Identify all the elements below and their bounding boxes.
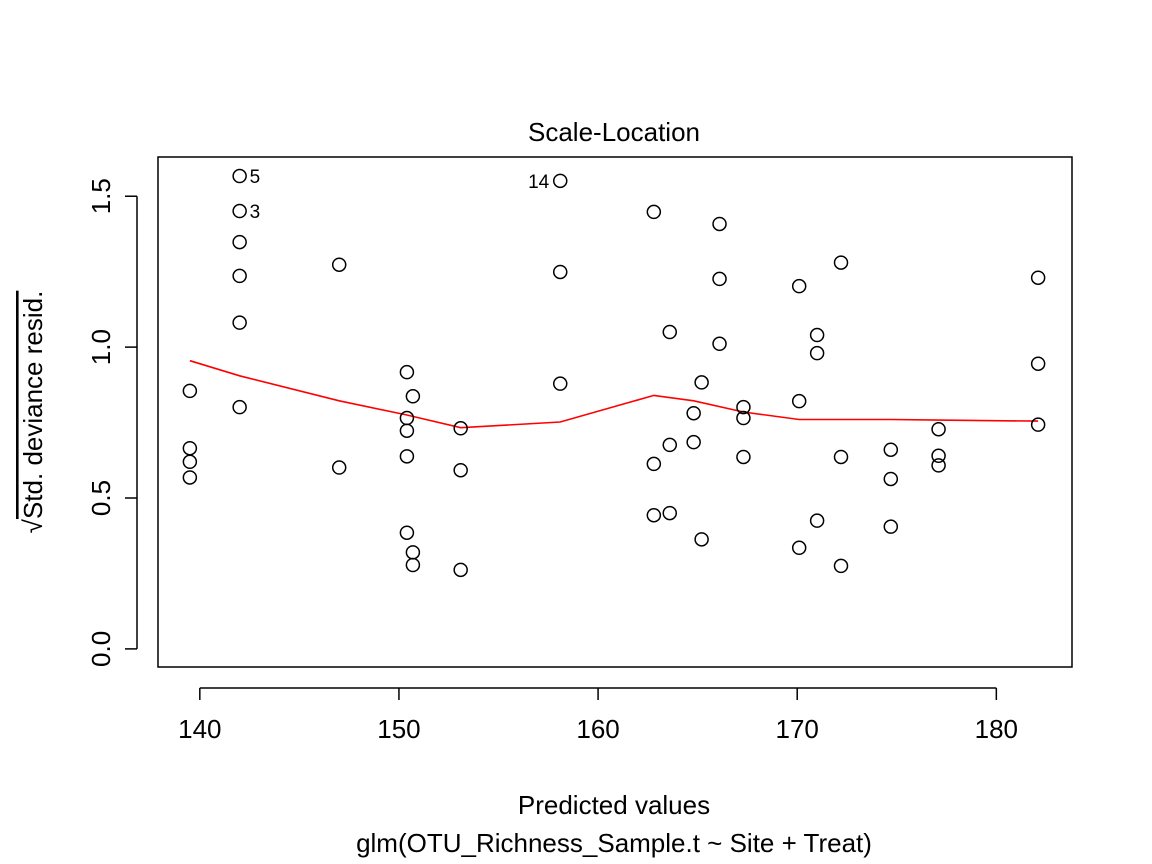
x-tick-label: 170 bbox=[776, 714, 819, 744]
y-axis-label-text: Std. deviance resid. bbox=[18, 291, 48, 519]
data-point bbox=[453, 462, 468, 478]
y-axis-label-group: √Std. deviance resid. bbox=[18, 291, 48, 534]
data-point bbox=[552, 264, 568, 280]
data-point bbox=[809, 513, 825, 528]
point-label: 3 bbox=[250, 202, 261, 223]
data-point bbox=[331, 257, 347, 272]
data-point bbox=[662, 324, 678, 340]
smooth-line bbox=[189, 359, 1039, 429]
data-point bbox=[232, 399, 247, 415]
y-tick-label: 1.0 bbox=[86, 329, 116, 365]
y-tick-label-group: 0.0 bbox=[86, 631, 116, 667]
data-point bbox=[712, 271, 727, 287]
data-point bbox=[833, 449, 849, 465]
data-point bbox=[694, 532, 709, 547]
data-point bbox=[405, 389, 421, 404]
data-point bbox=[931, 458, 946, 473]
data-point bbox=[1030, 356, 1046, 371]
point-label: 14 bbox=[528, 172, 550, 193]
data-point bbox=[686, 434, 701, 450]
data-point bbox=[809, 327, 825, 343]
data-point bbox=[232, 268, 247, 284]
data-series: 5 3 14 bbox=[182, 167, 1046, 578]
data-point bbox=[646, 456, 662, 472]
x-axis-label: Predicted values bbox=[518, 790, 710, 820]
y-tick-label: 1.5 bbox=[86, 178, 116, 214]
data-point bbox=[662, 437, 678, 453]
data-point bbox=[694, 375, 709, 390]
data-point bbox=[182, 454, 198, 470]
data-point bbox=[405, 557, 421, 573]
data-point bbox=[405, 545, 421, 560]
sqrt-symbol: √ bbox=[18, 518, 48, 533]
data-point bbox=[833, 255, 849, 270]
data-point bbox=[182, 383, 198, 399]
data-point bbox=[331, 460, 347, 475]
y-tick-label-group: 1.0 bbox=[86, 329, 116, 365]
chart-title: Scale-Location bbox=[528, 117, 700, 147]
data-point bbox=[399, 410, 415, 426]
data-point bbox=[399, 525, 415, 540]
y-axis-label: √Std. deviance resid. bbox=[18, 291, 48, 534]
data-point bbox=[453, 562, 468, 578]
data-point bbox=[931, 421, 946, 437]
y-tick-label-group: 0.5 bbox=[86, 480, 116, 516]
data-point bbox=[791, 540, 807, 556]
data-point bbox=[182, 470, 198, 485]
chart-subtitle: glm(OTU_Richness_Sample.t ~ Site + Treat… bbox=[356, 828, 872, 858]
data-point bbox=[712, 336, 727, 352]
data-point bbox=[646, 204, 662, 220]
data-point bbox=[399, 449, 415, 464]
data-point bbox=[1030, 417, 1046, 432]
data-point bbox=[232, 168, 247, 184]
data-point bbox=[686, 405, 701, 421]
data-point bbox=[232, 234, 247, 250]
x-tick-label: 180 bbox=[975, 714, 1018, 744]
data-point bbox=[232, 203, 247, 219]
data-point bbox=[833, 558, 849, 574]
data-point bbox=[736, 449, 751, 465]
data-point bbox=[232, 315, 247, 330]
point-label: 5 bbox=[250, 167, 261, 188]
data-point bbox=[809, 345, 825, 361]
plot-frame bbox=[157, 156, 1073, 668]
x-tick-label: 140 bbox=[178, 714, 221, 744]
x-tick-label: 160 bbox=[576, 714, 619, 744]
data-point bbox=[883, 442, 899, 457]
data-point bbox=[399, 364, 415, 380]
x-tick-label: 150 bbox=[377, 714, 420, 744]
data-point bbox=[662, 505, 678, 521]
data-point bbox=[646, 507, 662, 523]
data-point bbox=[399, 423, 415, 438]
data-point bbox=[712, 216, 727, 232]
x-axis: 140 150 160 170 180 bbox=[178, 687, 1018, 744]
y-tick-label-group: 1.5 bbox=[86, 178, 116, 214]
data-point bbox=[182, 440, 198, 456]
data-point bbox=[552, 173, 568, 189]
data-point bbox=[552, 376, 568, 391]
data-point bbox=[791, 393, 807, 409]
y-tick-label: 0.5 bbox=[86, 480, 116, 516]
data-point bbox=[931, 448, 946, 464]
data-point bbox=[736, 399, 751, 415]
data-point bbox=[1030, 270, 1046, 285]
data-point bbox=[453, 421, 468, 436]
data-point bbox=[883, 519, 899, 534]
y-tick-label: 0.0 bbox=[86, 631, 116, 667]
data-point bbox=[736, 410, 751, 426]
y-axis: 0.0 0.5 1.0 1.5 bbox=[86, 178, 138, 667]
data-point bbox=[791, 278, 807, 294]
data-point bbox=[883, 471, 899, 487]
